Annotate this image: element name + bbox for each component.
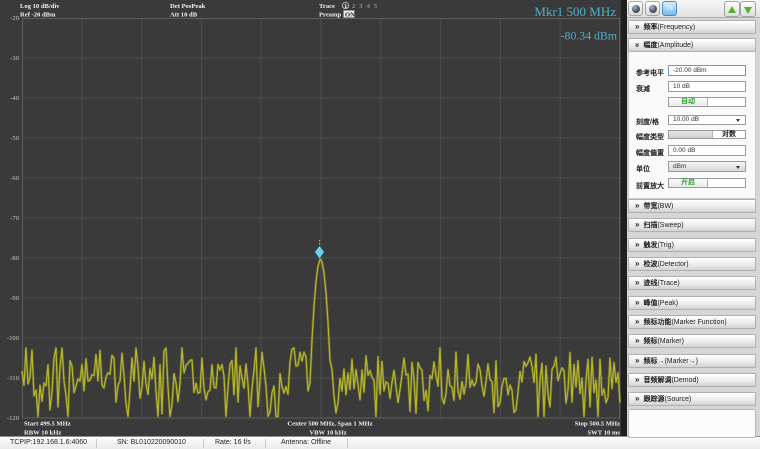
svg-text:VBW 10 kHz: VBW 10 kHz (309, 430, 346, 437)
svg-text:RBW 10 kHz: RBW 10 kHz (24, 430, 61, 437)
svg-text:-80.34 dBm: -80.34 dBm (561, 29, 617, 43)
svg-text:-30: -30 (10, 55, 19, 62)
svg-text:-100: -100 (7, 335, 20, 342)
svg-text:ON: ON (345, 12, 355, 19)
svg-text:-110: -110 (7, 375, 20, 382)
svg-text:Log 10 dB/div: Log 10 dB/div (20, 3, 60, 10)
svg-text:Start 499.5 MHz: Start 499.5 MHz (24, 421, 71, 428)
svg-text:-80: -80 (10, 255, 19, 262)
svg-text:-120: -120 (7, 415, 20, 422)
svg-text:Stop 500.5 MHz: Stop 500.5 MHz (575, 421, 620, 428)
svg-text:Mkr1 500 MHz: Mkr1 500 MHz (534, 4, 616, 19)
svg-text:-60: -60 (10, 175, 19, 182)
svg-text:-40: -40 (10, 95, 19, 102)
svg-text:-70: -70 (10, 215, 19, 222)
svg-text:2345: 2345 (352, 3, 381, 10)
svg-text:SWT 10 ms: SWT 10 ms (588, 430, 621, 437)
svg-text:-20: -20 (10, 15, 19, 22)
svg-text:Trace: Trace (319, 3, 335, 10)
svg-text:-50: -50 (10, 135, 19, 142)
svg-text:Preamp: Preamp (319, 12, 342, 19)
svg-text:Center 500 MHz, Span 1 MHz: Center 500 MHz, Span 1 MHz (287, 421, 372, 428)
svg-text:Att 10 dB: Att 10 dB (170, 12, 198, 19)
svg-text:-90: -90 (10, 295, 19, 302)
svg-text:Ref -20 dBm: Ref -20 dBm (20, 12, 56, 19)
svg-text:1: 1 (344, 3, 347, 10)
svg-text:Det PosPeak: Det PosPeak (170, 3, 206, 10)
